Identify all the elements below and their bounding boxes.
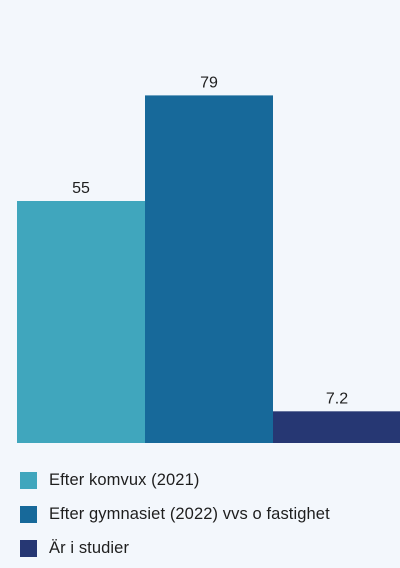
bar-value-label-studier: 7.2	[326, 390, 348, 407]
bar-value-label-gymnasiet: 79	[200, 74, 218, 91]
legend-label-studier: Är i studier	[49, 538, 130, 557]
legend-label-komvux: Efter komvux (2021)	[49, 470, 200, 489]
legend-item-studier: Är i studier	[20, 534, 398, 562]
legend-swatch-studier	[20, 539, 37, 557]
chart: 55 79 7.2 Efter komvux (2021) Efter gymnas…	[17, 74, 400, 557]
legend-swatch-komvux	[20, 471, 37, 489]
legend-swatch-gymnasiet	[20, 505, 37, 523]
bar-value-label-komvux: 55	[72, 180, 90, 197]
bar-chart: 55 79 7.2	[17, 74, 400, 444]
legend: Efter komvux (2021) Efter gymnasiet (202…	[20, 466, 398, 568]
legend-label-gymnasiet: Efter gymnasiet (2022) vvs o fastighet	[49, 504, 330, 523]
legend-item-komvux: Efter komvux (2021)	[20, 466, 398, 494]
bar-gymnasiet	[145, 95, 273, 444]
legend-item-gymnasiet: Efter gymnasiet (2022) vvs o fastighet	[20, 500, 398, 528]
bar-studier	[273, 411, 400, 443]
bar-komvux	[17, 201, 145, 443]
